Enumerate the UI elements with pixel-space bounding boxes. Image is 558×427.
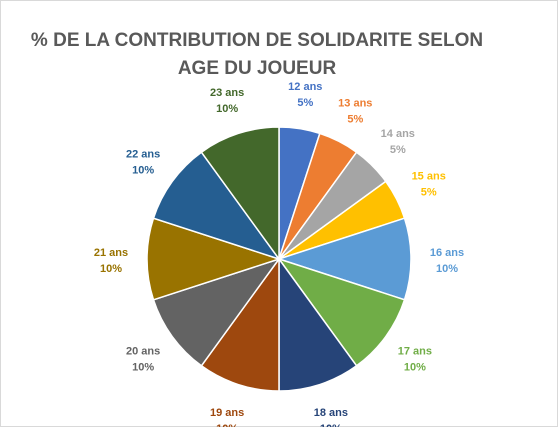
data-label: 18 ans 10% bbox=[314, 407, 348, 427]
data-label-value: 5% bbox=[297, 97, 313, 109]
data-label-category: 14 ans bbox=[381, 128, 415, 140]
data-label: 16 ans 10% bbox=[430, 247, 464, 275]
pie-slice-23-ans bbox=[200, 126, 280, 262]
data-label: 21 ans 10% bbox=[94, 247, 128, 275]
data-label: 19 ans 10% bbox=[210, 407, 244, 427]
data-label: 17 ans 10% bbox=[398, 346, 432, 374]
data-label-value: 10% bbox=[404, 362, 426, 374]
data-label: 15 ans 5% bbox=[412, 171, 446, 199]
data-label: 23 ans 10% bbox=[210, 87, 244, 115]
data-label: 22 ans 10% bbox=[126, 148, 160, 176]
data-label-value: 10% bbox=[132, 362, 154, 374]
data-label-category: 23 ans bbox=[210, 87, 244, 99]
data-label: 13 ans 5% bbox=[338, 97, 372, 125]
data-label: 14 ans 5% bbox=[381, 128, 415, 156]
pie-slice-22-ans bbox=[152, 151, 281, 261]
data-label-value: 5% bbox=[390, 144, 406, 156]
pie-labels: 12 ans 5% 13 ans 5% 14 ans 5% 15 ans 5% 16 ans 10… bbox=[94, 81, 464, 427]
data-label-category: 20 ans bbox=[126, 346, 160, 358]
data-label: 12 ans 5% bbox=[288, 81, 322, 109]
data-label-value: 10% bbox=[436, 263, 458, 275]
data-label-category: 12 ans bbox=[288, 81, 322, 93]
pie-slice-17-ans bbox=[277, 257, 406, 367]
data-label-value: 5% bbox=[347, 113, 363, 125]
chart-title: % DE LA CONTRIBUTION DE SOLIDARITE SELON… bbox=[1, 27, 513, 83]
data-label-value: 5% bbox=[421, 187, 437, 199]
data-label-category: 22 ans bbox=[126, 148, 160, 160]
data-label-value: 10% bbox=[216, 423, 238, 427]
chart-title-line-2: AGE DU JOUEUR bbox=[177, 58, 337, 79]
data-label-category: 18 ans bbox=[314, 407, 348, 419]
data-label-value: 10% bbox=[132, 164, 154, 176]
data-label-category: 17 ans bbox=[398, 346, 432, 358]
data-label: 20 ans 10% bbox=[126, 346, 160, 374]
data-label-value: 10% bbox=[320, 423, 342, 427]
pie-slices bbox=[146, 126, 412, 392]
pie-slice-19-ans bbox=[200, 256, 280, 392]
data-label-value: 10% bbox=[100, 263, 122, 275]
chart-title-line-1: % DE LA CONTRIBUTION DE SOLIDARITE SELON bbox=[30, 30, 484, 51]
data-label-value: 10% bbox=[216, 103, 238, 115]
data-label-category: 15 ans bbox=[412, 171, 446, 183]
pie-slice-21-ans bbox=[146, 217, 282, 301]
data-label-category: 13 ans bbox=[338, 97, 372, 109]
data-label-category: 19 ans bbox=[210, 407, 244, 419]
data-label-category: 21 ans bbox=[94, 247, 128, 259]
pie-slice-18-ans bbox=[278, 256, 358, 392]
pie-slice-20-ans bbox=[152, 257, 281, 367]
data-label-category: 16 ans bbox=[430, 247, 464, 259]
pie-slice-16-ans bbox=[276, 217, 412, 301]
